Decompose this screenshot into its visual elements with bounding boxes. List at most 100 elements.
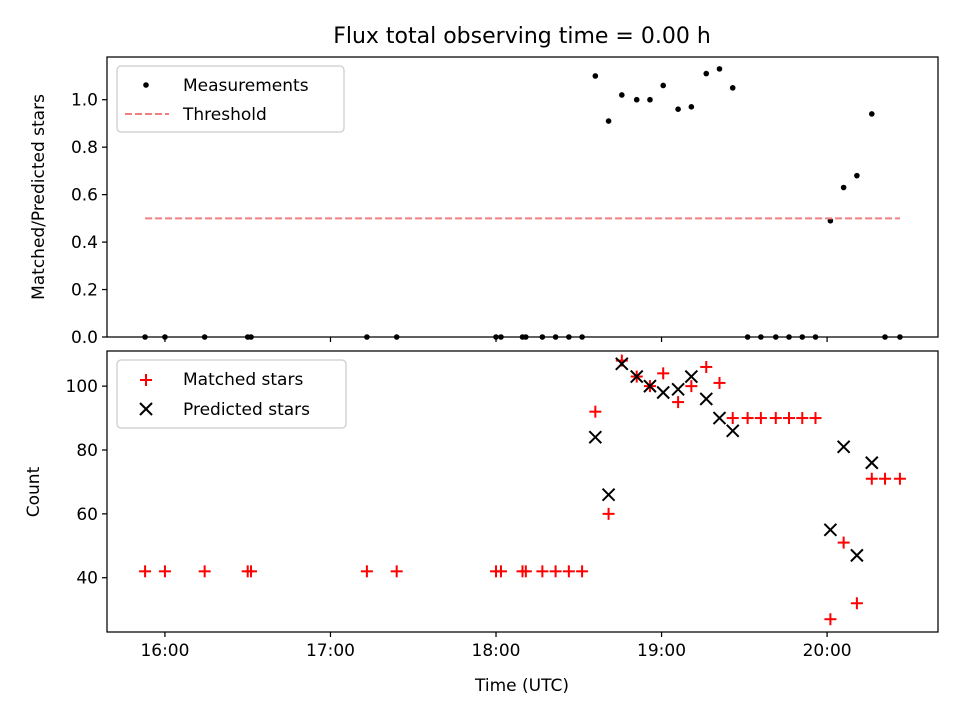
predicted-stars-point — [601, 487, 616, 502]
predicted-stars-point — [630, 369, 644, 384]
y-tick-label: 0.0 — [71, 328, 98, 348]
predicted-stars-point — [643, 379, 657, 393]
top-panel: 0.0 0.2 0.4 0.6 0.8 1.0 Matched/Predicted sta… — [29, 56, 939, 348]
measurements-point — [364, 334, 370, 340]
y-tick-label: 0.4 — [71, 233, 98, 253]
measurements-point — [552, 334, 559, 340]
predicted-stars-point — [684, 369, 699, 384]
predicted-stars-point — [726, 424, 740, 438]
measurements-point — [633, 96, 640, 103]
matched-stars-point — [850, 597, 863, 610]
measurements-point — [248, 334, 254, 340]
y-tick-label: 0.6 — [71, 186, 98, 206]
measurements-point — [660, 82, 667, 89]
predicted-stars-point — [712, 411, 727, 425]
measurements-point — [142, 334, 148, 340]
measurements-point — [897, 334, 903, 340]
measurements-point — [868, 111, 875, 117]
bottom-panel-y-label: Count — [24, 466, 44, 517]
matched-stars-point — [139, 565, 152, 578]
matched-stars-point — [549, 565, 562, 578]
measurements-point — [882, 334, 888, 340]
matched-stars-point — [769, 412, 782, 425]
top-legend-box — [116, 65, 345, 133]
top-panel-series — [142, 66, 903, 340]
x-tick-label: 16:00 — [140, 641, 189, 661]
x-tick-label: 18:00 — [472, 641, 521, 661]
legend-threshold-label: Threshold — [182, 105, 267, 125]
matched-stars-point — [576, 565, 589, 578]
bottom-panel-y-ticks: 40 60 80 100 — [66, 377, 107, 589]
matched-stars-point — [685, 380, 698, 393]
measurements-point — [493, 334, 499, 340]
predicted-stars-point — [865, 456, 879, 470]
y-tick-label: 40 — [76, 569, 98, 589]
y-tick-label: 0.8 — [71, 138, 98, 158]
y-tick-label: 1.0 — [71, 91, 98, 111]
bottom-legend-box — [116, 359, 347, 429]
top-legend: Measurements Threshold — [116, 65, 345, 133]
measurements-point — [840, 184, 847, 191]
matched-stars-point — [245, 565, 258, 578]
matched-stars-point — [390, 565, 403, 578]
measurements-point — [498, 334, 504, 340]
x-tick-label: 19:00 — [637, 641, 686, 661]
measurements-point — [854, 172, 860, 179]
measurements-point — [758, 334, 764, 340]
y-tick-label: 100 — [66, 377, 98, 397]
matched-stars-point — [519, 565, 532, 578]
measurements-point — [799, 334, 806, 340]
matched-stars-point — [657, 367, 670, 380]
measurements-point — [729, 85, 736, 91]
bottom-panel: 40 60 80 100 16:00 17:00 18:00 19:00 20:00 Coun… — [24, 350, 939, 661]
measurements-point — [393, 334, 400, 340]
matched-stars-point — [879, 472, 892, 485]
matched-stars-point — [602, 507, 615, 520]
measurements-point — [592, 73, 599, 79]
matched-stars-point — [837, 536, 850, 549]
x-axis-label: Time (UTC) — [474, 676, 569, 696]
matched-stars-point — [536, 565, 549, 578]
measurements-point — [675, 106, 681, 113]
measurements-point — [688, 104, 695, 110]
x-tick-label: 17:00 — [306, 641, 355, 661]
bottom-legend: Matched stars Predicted stars — [116, 359, 347, 429]
measurements-point — [786, 334, 792, 340]
predicted-stars-point — [615, 357, 629, 371]
measurements-point — [772, 334, 779, 340]
legend-measurements-marker — [143, 82, 149, 88]
matched-stars-point — [700, 360, 713, 373]
predicted-stars-point — [823, 523, 838, 537]
predicted-stars-point — [588, 430, 603, 444]
matched-stars-point — [893, 472, 906, 485]
matched-stars-point — [796, 412, 809, 425]
y-tick-label: 80 — [76, 441, 98, 461]
measurements-point — [647, 96, 653, 103]
measurements-point — [162, 334, 168, 340]
predicted-stars-point — [699, 392, 713, 406]
measurements-point — [539, 334, 546, 340]
legend-predicted-label: Predicted stars — [183, 400, 310, 420]
top-panel-y-label: Matched/Predicted stars — [29, 94, 49, 300]
bottom-panel-series — [139, 354, 906, 626]
matched-stars-point — [360, 565, 373, 578]
chart-title: Flux total observing time = 0.00 h — [333, 24, 711, 49]
matched-stars-point — [672, 396, 685, 409]
legend-measurements-label: Measurements — [183, 76, 309, 96]
predicted-stars-point — [656, 385, 670, 400]
matched-stars-point — [726, 412, 739, 425]
matched-stars-point — [824, 613, 837, 626]
measurements-point — [523, 334, 529, 340]
measurements-point — [703, 70, 710, 77]
measurements-point — [566, 334, 572, 340]
matched-stars-point — [754, 412, 767, 425]
matched-stars-point — [865, 472, 878, 485]
matched-stars-point — [562, 565, 575, 578]
measurements-point — [605, 118, 612, 124]
predicted-stars-point — [850, 548, 864, 563]
predicted-stars-point — [671, 382, 685, 397]
predicted-stars-point — [836, 440, 851, 454]
matched-stars-point — [713, 376, 726, 389]
matched-stars-point — [783, 412, 796, 425]
